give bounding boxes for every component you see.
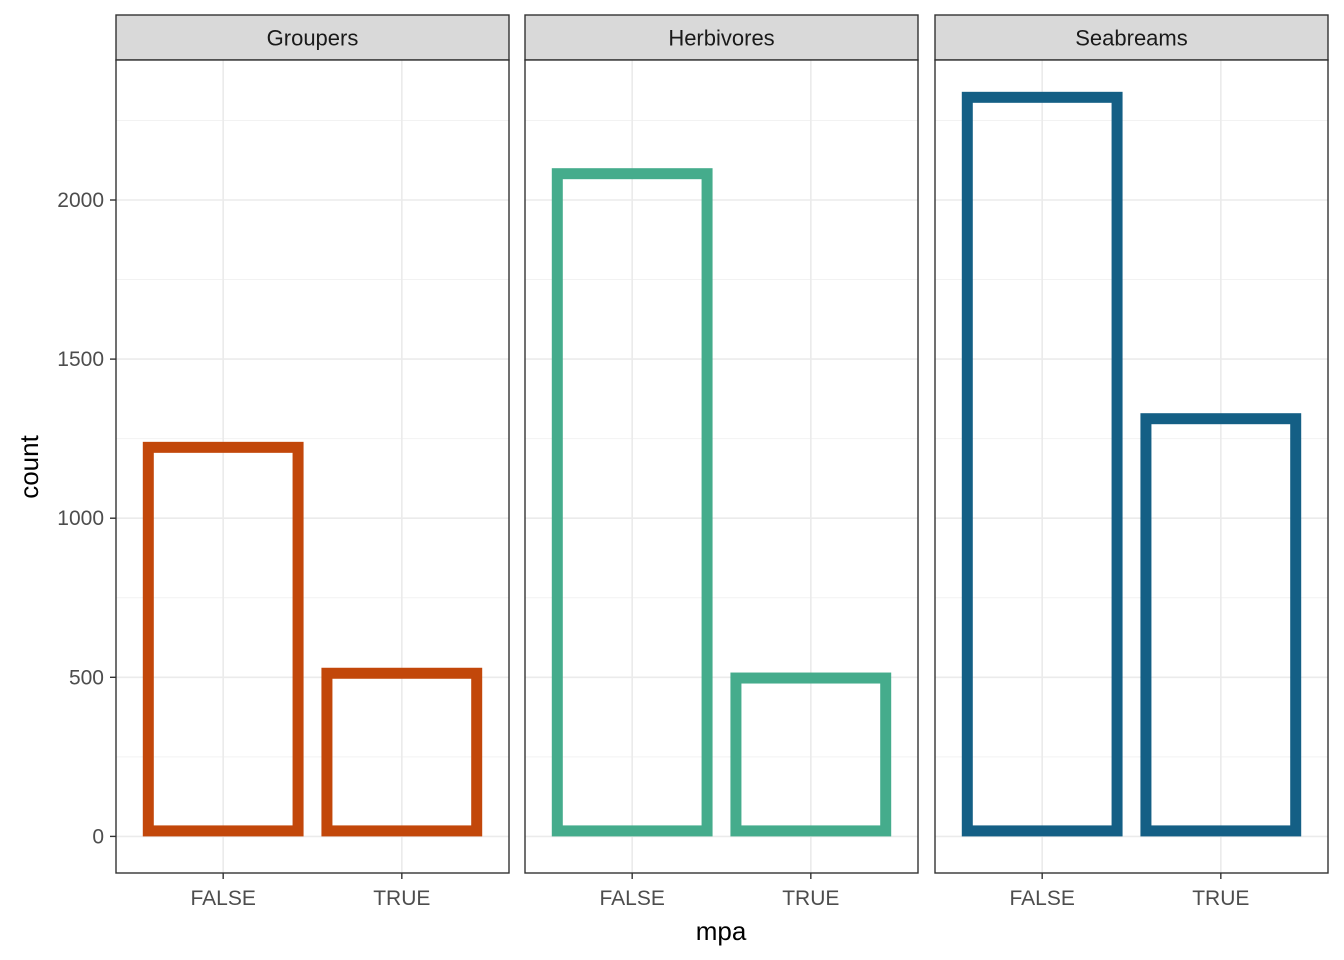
- gridlines: [935, 60, 1328, 873]
- bar-groupers-true: [321, 667, 483, 837]
- bar-groupers-false: [142, 441, 304, 837]
- bar-herbivores-true: [730, 672, 892, 837]
- x-tick-label: TRUE: [373, 887, 430, 910]
- panel-border: [524, 59, 919, 874]
- y-axis: 0 500 1000 1500 2000: [57, 189, 116, 848]
- panel-border: [115, 59, 510, 874]
- panel-background: [935, 60, 1328, 873]
- bar-seabreams-false: [961, 91, 1123, 837]
- x-tick-label: FALSE: [190, 887, 255, 910]
- bar-seabreams-true: [1140, 413, 1302, 837]
- facet-herbivores: Herbivores FALSE TRUE: [524, 14, 919, 910]
- facet-strip-label: Herbivores: [668, 26, 774, 51]
- panel-background: [116, 60, 509, 873]
- facet-strip-label: Seabreams: [1075, 26, 1188, 51]
- y-tick-label: 0: [92, 825, 104, 848]
- facet-strip: [115, 14, 510, 61]
- y-tick-label: 1500: [57, 348, 104, 371]
- x-tick-label: FALSE: [1009, 887, 1074, 910]
- facet-strip-label: Groupers: [267, 26, 359, 51]
- bar-herbivores-false: [551, 168, 713, 837]
- x-tick-label: TRUE: [1192, 887, 1249, 910]
- x-tick-label: FALSE: [599, 887, 664, 910]
- y-tick-label: 1000: [57, 507, 104, 530]
- y-axis-title: count: [14, 434, 44, 498]
- y-tick-label: 2000: [57, 189, 104, 212]
- facet-groupers: Groupers FALSE TRUE: [115, 14, 510, 910]
- facet-seabreams: Seabreams FALSE TRUE: [934, 14, 1329, 910]
- facet-strip: [934, 14, 1329, 61]
- panel-border: [934, 59, 1329, 874]
- y-tick-label: 500: [69, 666, 104, 689]
- facet-strip: [524, 14, 919, 61]
- panel-background: [525, 60, 918, 873]
- x-axis-title: mpa: [696, 916, 747, 946]
- x-tick-label: TRUE: [782, 887, 839, 910]
